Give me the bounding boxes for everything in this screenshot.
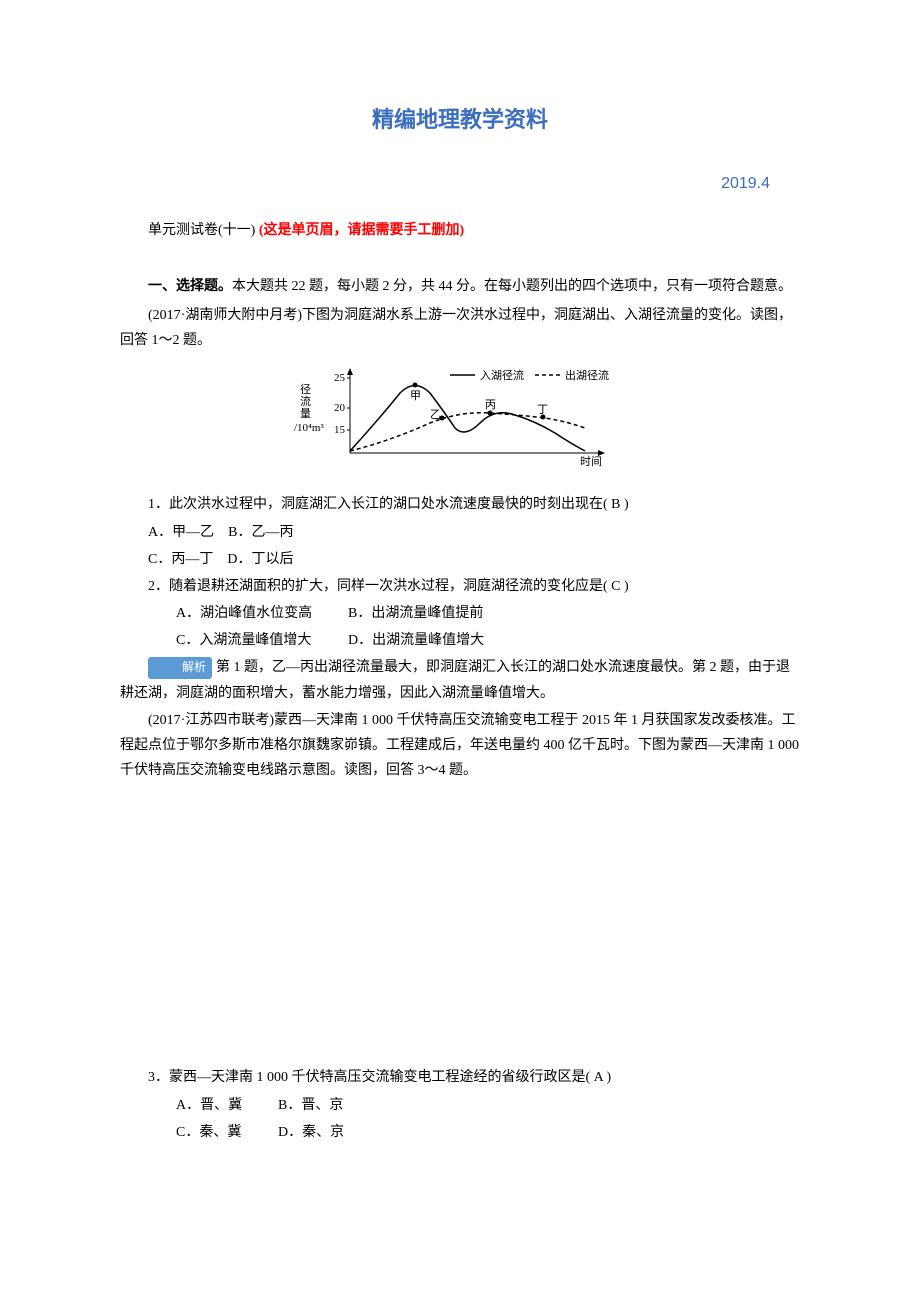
q2-options-1: A．湖泊峰值水位变高B．出湖流量峰值提前: [120, 601, 800, 626]
ytick-25: 25: [334, 372, 346, 384]
q3-optC: C．秦、冀: [148, 1120, 278, 1145]
q3-optD: D．秦、京: [278, 1125, 344, 1140]
q2-optB: B．出湖流量峰值提前: [348, 606, 483, 621]
main-title: 精编地理教学资料: [120, 100, 800, 140]
section-bold: 一、选择题。: [148, 279, 232, 294]
section-heading: 一、选择题。本大题共 22 题，每小题 2 分，共 44 分。在每小题列出的四个…: [120, 274, 800, 299]
header-note: (这是单页眉，请据需要手工删加): [259, 223, 464, 238]
x-axis-label: 时间: [580, 455, 602, 468]
q3-optB: B．晋、京: [278, 1098, 343, 1113]
question-3: 3．蒙西—天津南 1 000 千伏特高压交流输变电工程途经的省级行政区是( A …: [120, 1065, 800, 1090]
q2-optA: A．湖泊峰值水位变高: [148, 601, 348, 626]
flow-chart: 径 流 量 /10⁴m³ 25 20 15 时间 甲 乙 丙 丁 入湖径流 出湖…: [290, 363, 630, 473]
analysis-tag: 解析: [148, 657, 212, 679]
analysis-1: 解析第 1 题，乙—丙出湖径流量最大，即洞庭湖汇入长江的湖口处水流速度最快。第 …: [120, 655, 800, 705]
legend-solid: 入湖径流: [480, 368, 524, 382]
analysis-text-1: 第 1 题，乙—丙出湖径流量最大，即洞庭湖汇入长江的湖口处水流速度最快。第 2 …: [120, 660, 790, 700]
y-axis-label: 径: [300, 383, 311, 396]
point-jia: 甲: [410, 390, 421, 402]
q2-optC: C．入湖流量峰值增大: [148, 628, 348, 653]
ytick-15: 15: [334, 424, 346, 436]
q2-options-2: C．入湖流量峰值增大D．出湖流量峰值增大: [120, 628, 800, 653]
image-spacer: [120, 785, 800, 1065]
chart-container: 径 流 量 /10⁴m³ 25 20 15 时间 甲 乙 丙 丁 入湖径流 出湖…: [120, 363, 800, 482]
unit-title: 单元测试卷(十一) (这是单页眉，请据需要手工删加): [120, 218, 800, 243]
q1-options-1: A．甲—乙 B．乙—丙: [120, 520, 800, 545]
question-1: 1．此次洪水过程中，洞庭湖汇入长江的湖口处水流速度最快的时刻出现在( B ): [120, 492, 800, 517]
q2-optD: D．出湖流量峰值增大: [348, 633, 484, 648]
date-line: 2019.4: [120, 170, 800, 199]
question-2: 2．随着退耕还湖面积的扩大，同样一次洪水过程，洞庭湖径流的变化应是( C ): [120, 574, 800, 599]
ytick-20: 20: [334, 402, 346, 414]
q3-optA: A．晋、冀: [148, 1093, 278, 1118]
q3-options-2: C．秦、冀D．秦、京: [120, 1120, 800, 1145]
unit-prefix: 单元测试卷(十一): [148, 223, 255, 238]
svg-text:量: 量: [300, 407, 311, 420]
legend-dash: 出湖径流: [565, 368, 609, 382]
point-yi: 乙: [430, 408, 441, 421]
q1-options-2: C．丙—丁 D．丁以后: [120, 547, 800, 572]
svg-text:/10⁴m³: /10⁴m³: [294, 422, 324, 434]
svg-text:流: 流: [300, 394, 311, 408]
point-bing: 丙: [485, 399, 496, 411]
context-2: (2017·江苏四市联考)蒙西—天津南 1 000 千伏特高压交流输变电工程于 …: [120, 708, 800, 784]
q3-options-1: A．晋、冀B．晋、京: [120, 1093, 800, 1118]
context-1: (2017·湖南师大附中月考)下图为洞庭湖水系上游一次洪水过程中，洞庭湖出、入湖…: [120, 303, 800, 353]
point-ding: 丁: [537, 404, 548, 416]
section-rest: 本大题共 22 题，每小题 2 分，共 44 分。在每小题列出的四个选项中，只有…: [232, 279, 792, 294]
